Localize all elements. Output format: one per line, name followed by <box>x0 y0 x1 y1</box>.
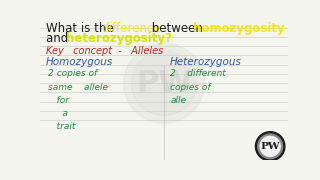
Text: and: and <box>46 32 72 46</box>
Text: PW: PW <box>260 142 280 151</box>
Circle shape <box>255 132 285 161</box>
Circle shape <box>260 136 280 156</box>
Text: Homozygous: Homozygous <box>46 57 114 67</box>
Text: difference: difference <box>101 22 161 35</box>
Circle shape <box>124 43 204 123</box>
Text: 2 copies of
same    allele
   for
     a
   trait: 2 copies of same allele for a trait <box>48 69 108 131</box>
Text: Key   concept  -   Alleles: Key concept - Alleles <box>46 46 164 56</box>
Text: between: between <box>148 22 206 35</box>
Text: 2    different
copies of
alle: 2 different copies of alle <box>170 69 226 105</box>
Text: Heterozygous: Heterozygous <box>170 57 242 67</box>
Circle shape <box>132 51 196 116</box>
Circle shape <box>258 134 283 159</box>
Text: PW: PW <box>136 69 192 98</box>
Text: homozygosity: homozygosity <box>193 22 285 35</box>
Text: heterozygosity?: heterozygosity? <box>66 32 172 46</box>
Text: What is the: What is the <box>46 22 117 35</box>
